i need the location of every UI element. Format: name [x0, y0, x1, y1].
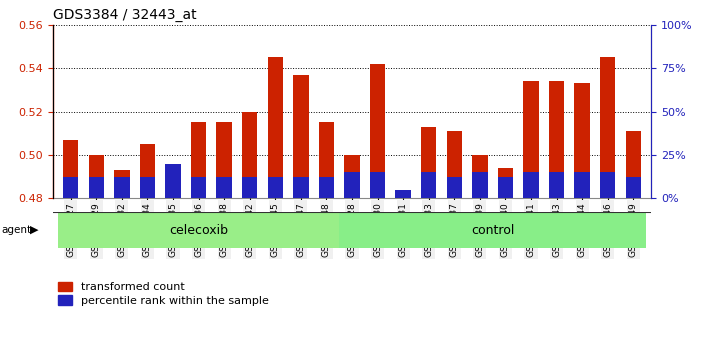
Bar: [319, 122, 334, 198]
Bar: [626, 177, 641, 198]
Bar: [574, 172, 590, 198]
Bar: [600, 57, 615, 198]
Bar: [421, 127, 436, 198]
Bar: [140, 177, 155, 198]
Bar: [549, 172, 564, 198]
Legend: transformed count, percentile rank within the sample: transformed count, percentile rank withi…: [58, 282, 268, 306]
Bar: [421, 172, 436, 198]
Bar: [268, 177, 283, 198]
Bar: [339, 212, 646, 248]
Text: agent: agent: [1, 225, 32, 235]
Bar: [114, 170, 130, 198]
Bar: [472, 172, 488, 198]
Bar: [498, 168, 513, 198]
Bar: [216, 122, 232, 198]
Bar: [242, 177, 258, 198]
Bar: [344, 155, 360, 198]
Bar: [293, 75, 308, 198]
Bar: [626, 131, 641, 198]
Bar: [600, 172, 615, 198]
Bar: [396, 196, 411, 198]
Bar: [216, 177, 232, 198]
Bar: [242, 112, 258, 198]
Text: GDS3384 / 32443_at: GDS3384 / 32443_at: [53, 8, 196, 22]
Bar: [446, 177, 462, 198]
Bar: [498, 177, 513, 198]
Bar: [370, 64, 385, 198]
Bar: [191, 122, 206, 198]
Bar: [523, 172, 539, 198]
Text: ▶: ▶: [30, 225, 38, 235]
Bar: [293, 177, 308, 198]
Bar: [319, 177, 334, 198]
Bar: [140, 144, 155, 198]
Bar: [58, 212, 339, 248]
Bar: [549, 81, 564, 198]
Text: celecoxib: celecoxib: [169, 224, 228, 236]
Bar: [165, 164, 181, 198]
Bar: [446, 131, 462, 198]
Bar: [574, 83, 590, 198]
Bar: [89, 177, 104, 198]
Bar: [370, 172, 385, 198]
Bar: [191, 177, 206, 198]
Bar: [268, 57, 283, 198]
Bar: [89, 155, 104, 198]
Bar: [63, 140, 78, 198]
Bar: [63, 177, 78, 198]
Bar: [165, 179, 181, 198]
Bar: [472, 155, 488, 198]
Text: control: control: [471, 224, 515, 236]
Bar: [344, 172, 360, 198]
Bar: [396, 190, 411, 198]
Bar: [114, 177, 130, 198]
Bar: [523, 81, 539, 198]
